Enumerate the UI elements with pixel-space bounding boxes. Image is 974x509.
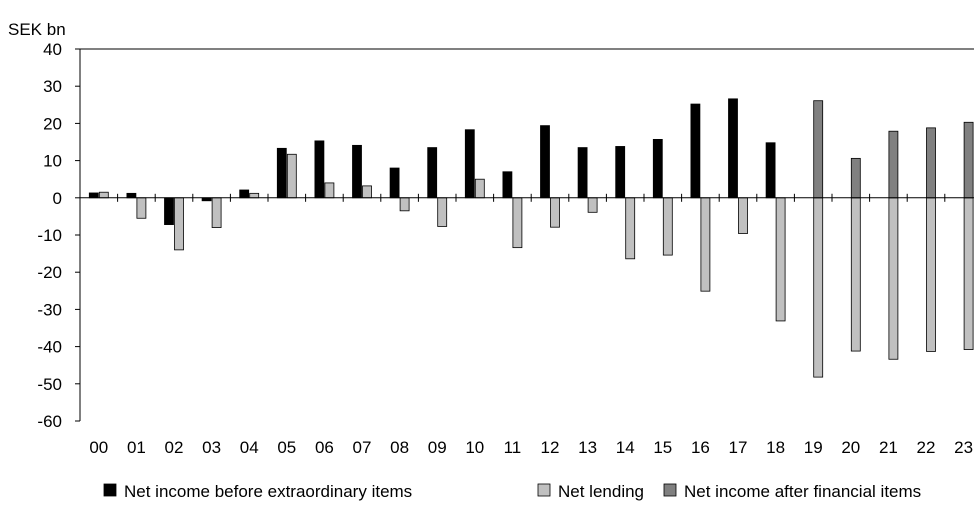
y-tick-label: -10 <box>37 226 62 245</box>
plot-area: 40 30 20 10 0 -10 -20 -30 -40 -50 -60 00 01 02 03 04 05 0… <box>37 40 974 457</box>
bar-net-income-after-financial-items <box>888 130 899 199</box>
y-tick-label: 10 <box>43 152 62 171</box>
bar-net-income-before-extraordinary-items <box>88 192 99 199</box>
bar-net-lending <box>399 197 410 212</box>
x-tick-label: 02 <box>165 438 184 457</box>
bar-net-income-before-extraordinary-items <box>502 171 513 199</box>
x-tick-label: 05 <box>277 438 296 457</box>
bar-net-lending <box>98 191 109 199</box>
y-tick-label: 30 <box>43 77 62 96</box>
bar-net-lending <box>587 197 598 213</box>
bar-net-lending <box>700 197 711 292</box>
bar-net-lending <box>850 197 861 352</box>
x-tick-label: 21 <box>879 438 898 457</box>
y-tick-label: -30 <box>37 300 62 319</box>
x-tick-label: 04 <box>240 438 259 457</box>
bar-net-income-after-financial-items <box>813 100 824 199</box>
y-tick-label: -60 <box>37 412 62 431</box>
bar-net-income-before-extraordinary-items <box>427 147 438 199</box>
x-tick-label: 10 <box>465 438 484 457</box>
bar-net-lending <box>174 197 184 251</box>
x-tick-label: 06 <box>315 438 334 457</box>
bar-net-income-before-extraordinary-items <box>464 129 475 199</box>
legend-swatch <box>537 483 551 497</box>
bar-net-income-after-financial-items <box>963 121 974 199</box>
bar-net-income-after-financial-items <box>926 127 936 199</box>
bar-net-income-before-extraordinary-items <box>352 144 362 199</box>
x-tick-label: 03 <box>202 438 221 457</box>
bar-net-income-after-financial-items <box>850 157 861 199</box>
x-tick-label: 15 <box>653 438 672 457</box>
bar-net-income-before-extraordinary-items <box>389 167 400 199</box>
legend-label: Net lending <box>558 482 644 501</box>
legend-swatch <box>663 483 677 497</box>
legend-label: Net income before extraordinary items <box>124 482 412 501</box>
x-tick-label: 22 <box>917 438 936 457</box>
bar-net-income-before-extraordinary-items <box>239 189 250 199</box>
bar-net-lending <box>963 197 974 350</box>
bar-net-income-before-extraordinary-items <box>126 192 137 199</box>
bar-net-income-before-extraordinary-items <box>690 103 701 199</box>
legend-label: Net income after financial items <box>684 482 921 501</box>
bar-net-income-before-extraordinary-items <box>765 142 776 199</box>
bar-net-income-before-extraordinary-items <box>728 98 738 199</box>
x-tick-label: 11 <box>504 438 522 457</box>
x-tick-label: 13 <box>578 438 597 457</box>
bar-net-lending <box>926 197 936 352</box>
x-tick-label: 12 <box>541 438 560 457</box>
bar-net-lending <box>324 182 335 199</box>
y-tick-label: -40 <box>37 338 62 357</box>
bar-net-income-before-extraordinary-items <box>164 197 174 225</box>
x-tick-label: 14 <box>616 438 635 457</box>
bar-net-lending <box>813 197 824 378</box>
y-tick-label: 0 <box>53 189 62 208</box>
x-tick-label: 20 <box>841 438 860 457</box>
bar-net-income-before-extraordinary-items <box>540 125 550 199</box>
x-tick-label: 23 <box>954 438 973 457</box>
bar-net-income-before-extraordinary-items <box>615 146 626 199</box>
bar-net-income-before-extraordinary-items <box>577 147 588 199</box>
bar-net-lending <box>286 153 297 199</box>
bar-net-lending <box>512 197 523 249</box>
legend-swatch <box>103 483 117 497</box>
x-tick-label: 07 <box>353 438 372 457</box>
x-tick-label: 01 <box>127 438 146 457</box>
bar-net-lending <box>362 185 372 199</box>
y-tick-label: -50 <box>37 375 62 394</box>
x-tick-label: 19 <box>804 438 823 457</box>
bar-net-lending <box>211 197 222 228</box>
bar-net-lending <box>437 197 448 227</box>
x-tick-label: 16 <box>691 438 710 457</box>
bar-net-lending <box>550 197 560 228</box>
x-tick-label: 00 <box>89 438 108 457</box>
x-tick-label: 08 <box>390 438 409 457</box>
y-tick-label: 20 <box>43 114 62 133</box>
x-tick-label: 17 <box>729 438 748 457</box>
bar-net-lending <box>625 197 636 260</box>
bar-net-lending <box>738 197 748 234</box>
y-tick-label: 40 <box>43 40 62 59</box>
legend: Net income before extraordinary items Net… <box>103 482 921 501</box>
bar-net-income-before-extraordinary-items <box>652 138 663 199</box>
y-tick-label: -20 <box>37 263 62 282</box>
x-tick-label: 09 <box>428 438 447 457</box>
bar-net-income-before-extraordinary-items <box>314 140 325 199</box>
bar-net-lending <box>136 197 147 219</box>
bar-net-lending <box>474 178 485 199</box>
bar-net-lending <box>662 197 673 256</box>
bar-net-lending <box>249 192 260 199</box>
bar-net-income-before-extraordinary-items <box>276 147 287 199</box>
bar-net-lending <box>888 197 899 360</box>
bar-net-lending <box>775 197 786 322</box>
x-tick-label: 18 <box>766 438 785 457</box>
y-axis-unit-label: SEK bn <box>8 20 66 39</box>
